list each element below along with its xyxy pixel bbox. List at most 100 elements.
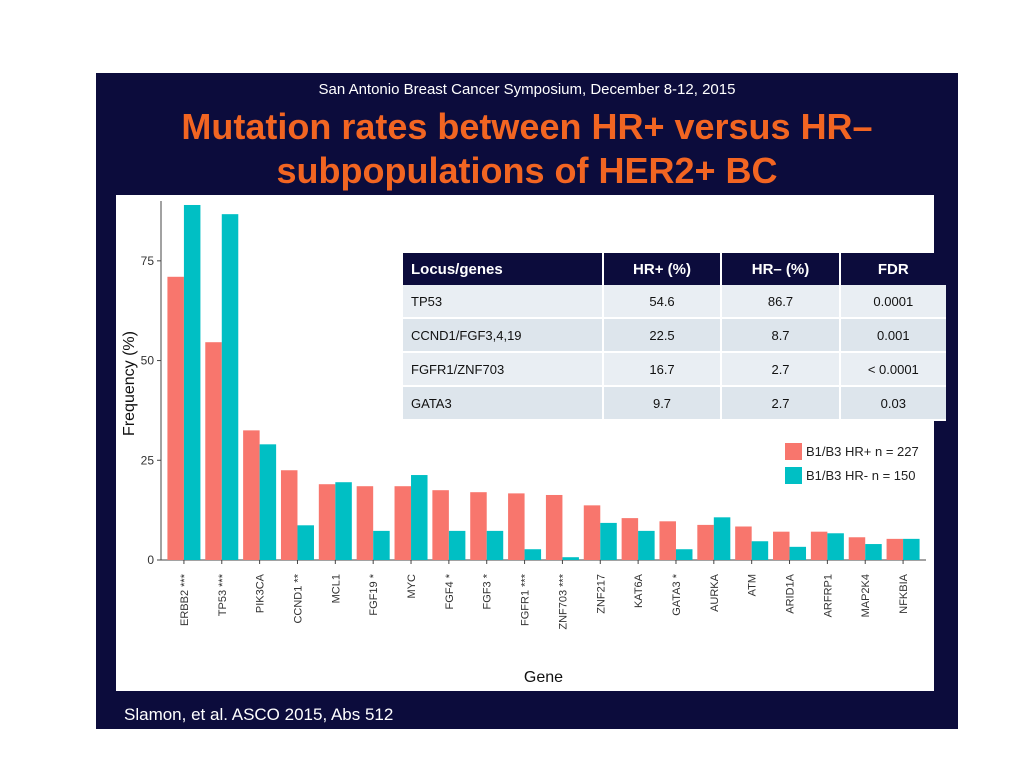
table-cell: 22.5 [602, 318, 723, 353]
legend-label: B1/B3 HR+ n = 227 [806, 444, 919, 459]
table-cell: 2.7 [721, 386, 841, 421]
bar-hr-positive [810, 531, 828, 560]
table-header: FDR [839, 253, 946, 285]
table-cell: 54.6 [602, 285, 723, 319]
slide: San Antonio Breast Cancer Symposium, Dec… [96, 73, 958, 729]
table-header: HR– (%) [721, 253, 841, 285]
x-tick-label: FGFR1 *** [520, 573, 532, 626]
table-header: Locus/genes [403, 253, 604, 285]
bar-hr-negative [751, 541, 769, 560]
bar-hr-positive [167, 276, 184, 560]
x-tick-label: CCND1 ** [292, 573, 304, 623]
x-tick-label: ARID1A [785, 573, 797, 613]
conference-header: San Antonio Breast Cancer Symposium, Dec… [318, 81, 736, 98]
mutation-table: Locus/genes HR+ (%) HR– (%) FDR TP53 54.… [403, 253, 946, 421]
legend-swatch [785, 443, 802, 460]
table-cell: 86.7 [721, 285, 841, 319]
table-cell: TP53 [403, 285, 604, 319]
y-tick-label: 75 [141, 254, 155, 268]
table-row: FGFR1/ZNF703 16.7 2.7 < 0.0001 [403, 352, 946, 387]
x-tick-label: MCL1 [330, 574, 342, 603]
x-tick-label: MYC [406, 574, 418, 599]
x-tick-label: GATA3 * [671, 573, 683, 615]
bar-hr-negative [789, 546, 807, 560]
bar-hr-negative [486, 530, 504, 560]
bar-hr-positive [318, 484, 336, 560]
x-tick-label: MAP2K4 [860, 574, 872, 617]
x-tick-label: ERBB2 *** [179, 573, 191, 626]
table-header: HR+ (%) [602, 253, 723, 285]
bar-hr-positive [470, 492, 487, 560]
x-tick-label: ATM [747, 574, 759, 596]
bar-hr-negative [183, 204, 201, 560]
y-axis-title: Frequency (%) [121, 331, 138, 436]
bar-chart: 0 25 50 75 Frequency (%) ERBB2 *** TP53 *** PIK… [121, 201, 926, 686]
bar-hr-positive [394, 486, 412, 560]
bar-hr-negative [411, 475, 428, 560]
x-tick-label: FGF3 * [482, 573, 494, 609]
legend-swatch [785, 467, 802, 484]
bar-hr-negative [713, 517, 731, 560]
x-axis-title: Gene [524, 669, 563, 686]
chart-panel: 0 25 50 75 Frequency (%) ERBB2 *** TP53 *** PIK… [116, 195, 946, 691]
table-cell: GATA3 [403, 386, 604, 421]
bar-hr-negative [600, 522, 617, 560]
table-cell: 8.7 [721, 318, 841, 353]
bar-hr-negative [297, 525, 314, 560]
x-tick-label: AURKA [709, 573, 721, 612]
bar-hr-positive [243, 430, 260, 560]
bar-hr-positive [621, 518, 639, 560]
bar-hr-negative [675, 549, 693, 560]
x-tick-label: ZNF703 *** [557, 573, 569, 629]
x-tick-label: PIK3CA [255, 573, 267, 613]
table-cell: 0.03 [839, 386, 946, 421]
bar-hr-positive [205, 342, 222, 560]
table-cell: < 0.0001 [839, 352, 946, 387]
bar-hr-positive [356, 486, 374, 560]
y-tick-label: 25 [141, 453, 155, 467]
bar-hr-positive [583, 505, 601, 560]
table-cell: FGFR1/ZNF703 [403, 352, 604, 387]
bar-hr-negative [524, 549, 542, 560]
y-tick-label: 0 [147, 553, 154, 567]
bar-hr-positive [280, 470, 298, 560]
y-tick-label: 50 [141, 354, 155, 368]
table-cell: 0.0001 [839, 285, 946, 319]
bar-hr-negative [903, 538, 920, 560]
bar-hr-positive [773, 531, 790, 560]
citation-footer: Slamon, et al. ASCO 2015, Abs 512 [124, 705, 394, 724]
x-tick-label: TP53 *** [217, 573, 229, 616]
title-line-1: Mutation rates between HR+ versus HR– [181, 106, 873, 147]
table-row: GATA3 9.7 2.7 0.03 [403, 386, 946, 421]
x-tick-label: NFKBIA [898, 573, 910, 613]
table-cell: 2.7 [721, 352, 841, 387]
bar-hr-positive [432, 490, 449, 560]
table-row: CCND1/FGF3,4,19 22.5 8.7 0.001 [403, 318, 946, 353]
bar-hr-negative [448, 530, 466, 560]
x-tick-label: FGF19 * [368, 573, 380, 615]
bar-hr-negative [865, 544, 882, 560]
table-row: TP53 54.6 86.7 0.0001 [403, 285, 946, 319]
table-cell: CCND1/FGF3,4,19 [403, 318, 604, 353]
bar-hr-positive [697, 524, 714, 560]
x-tick-label: ARFRP1 [822, 574, 834, 617]
table-cell: 16.7 [602, 352, 723, 387]
legend-label: B1/B3 HR- n = 150 [806, 468, 915, 483]
bar-hr-positive [659, 521, 676, 560]
slide-title: Mutation rates between HR+ versus HR– su… [96, 105, 958, 193]
table-header-row: Locus/genes HR+ (%) HR– (%) FDR [403, 253, 946, 285]
table-cell: 9.7 [602, 386, 723, 421]
bar-hr-positive [886, 538, 904, 560]
bar-hr-negative [827, 533, 844, 560]
bar-hr-positive [545, 494, 563, 560]
bar-hr-negative [259, 444, 277, 560]
bar-hr-positive [848, 537, 866, 560]
bar-hr-positive [735, 526, 752, 560]
title-line-2: subpopulations of HER2+ BC [276, 150, 778, 191]
x-tick-label: FGF4 * [444, 573, 456, 609]
x-tick-label: ZNF217 [595, 574, 607, 614]
bar-hr-negative [562, 557, 579, 560]
bar-hr-negative [335, 482, 352, 560]
x-tick-label: KAT6A [633, 573, 645, 608]
bar-hr-positive [508, 493, 525, 560]
